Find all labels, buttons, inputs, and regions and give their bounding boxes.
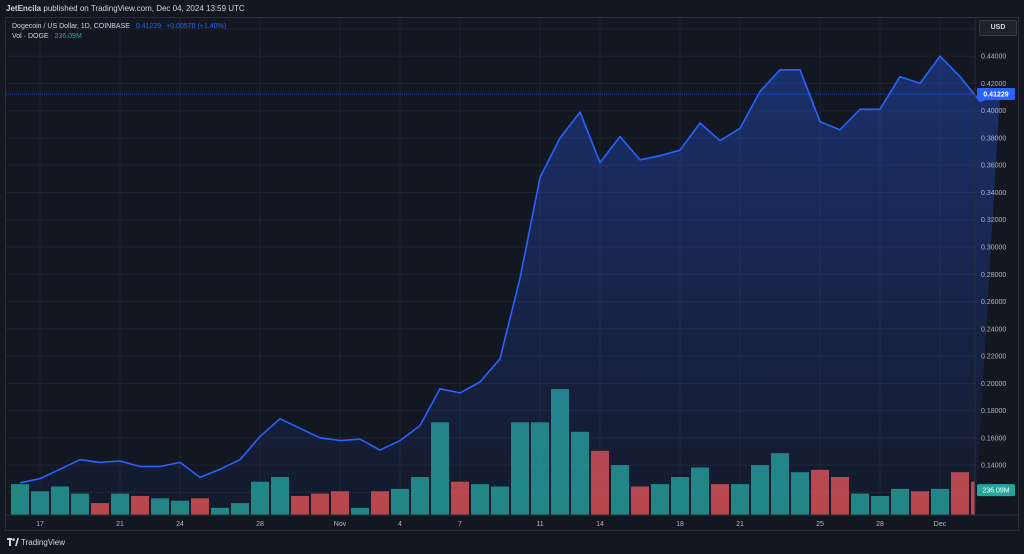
published-text: published on TradingView.com, Dec 04, 20… — [43, 4, 245, 13]
last-price-badge — [977, 87, 1015, 100]
price-area — [6, 55, 1001, 515]
price-area-fill — [20, 56, 1000, 515]
legend-volume-value: 236.09M — [54, 33, 82, 40]
last-price-badge-label: 0.41229 — [983, 91, 1008, 98]
x-tick-label: 21 — [736, 521, 744, 528]
time-axis[interactable]: 17 21 24 28 Nov 4 7 11 14 18 21 25 28 Dec — [6, 514, 1018, 528]
volume-badge — [977, 484, 1015, 497]
x-tick-label: 28 — [256, 521, 264, 528]
y-tick-label: 0.28000 — [981, 272, 1006, 279]
author-name[interactable]: JetEncila — [6, 4, 42, 13]
y-tick-label: 0.36000 — [981, 163, 1006, 170]
x-tick-label: 17 — [36, 521, 44, 528]
chart-legend: Dogecoin / US Dollar, 1D, COINBASE 0.412… — [12, 22, 226, 42]
y-tick-label: 0.44000 — [981, 54, 1006, 61]
y-tick-label: 0.14000 — [981, 463, 1006, 470]
axis-badges: 0.41229 236.09M — [977, 87, 1015, 497]
y-tick-label: 0.30000 — [981, 245, 1006, 252]
y-tick-label: 0.20000 — [981, 381, 1006, 388]
x-tick-label: 7 — [458, 521, 462, 528]
x-tick-label: 14 — [596, 521, 604, 528]
publisher-bar: JetEncila published on TradingView.com, … — [0, 0, 1024, 17]
price-chart[interactable]: 0.120000.140000.160000.180000.200000.220… — [0, 0, 1024, 531]
x-tick-label: 25 — [816, 521, 824, 528]
price-line[interactable] — [19, 55, 1001, 484]
y-tick-label: 0.26000 — [981, 299, 1006, 306]
y-tick-label: 0.38000 — [981, 135, 1006, 142]
footer-bar: TradingView — [0, 531, 1024, 554]
x-tick-label: 18 — [676, 521, 684, 528]
price-axis[interactable]: 0.120000.140000.160000.180000.200000.220… — [974, 18, 1006, 515]
legend-last-price: 0.41229 — [135, 23, 162, 30]
legend-change: +0.00570 (+1.40%) — [166, 23, 227, 30]
y-tick-label: 0.18000 — [981, 408, 1006, 415]
tradingview-logo-icon[interactable] — [7, 538, 19, 546]
volume-badge-label: 236.09M — [982, 488, 1009, 495]
x-tick-label: 11 — [536, 521, 543, 528]
y-tick-label: 0.22000 — [981, 354, 1006, 361]
y-tick-label: 0.40000 — [981, 108, 1006, 115]
y-tick-label: 0.42000 — [981, 81, 1006, 88]
legend-symbol[interactable]: Dogecoin / US Dollar, 1D, COINBASE — [12, 23, 130, 30]
y-tick-label: 0.16000 — [981, 435, 1006, 442]
y-tick-label: 0.34000 — [981, 190, 1006, 197]
x-tick-label: 21 — [116, 521, 124, 528]
legend-symbol-row: Dogecoin / US Dollar, 1D, COINBASE 0.412… — [12, 22, 226, 32]
y-tick-label: 0.24000 — [981, 326, 1006, 333]
legend-volume-row: Vol · DOGE 236.09M — [12, 32, 226, 42]
footer-brand[interactable]: TradingView — [21, 538, 66, 547]
currency-button[interactable]: USD — [979, 20, 1017, 36]
x-tick-label: 28 — [876, 521, 884, 528]
y-tick-label: 0.32000 — [981, 217, 1006, 224]
x-tick-label: Dec — [934, 521, 947, 528]
x-tick-label: 4 — [398, 521, 402, 528]
x-tick-label: Nov — [334, 521, 347, 528]
legend-volume-label[interactable]: Vol · DOGE — [12, 33, 49, 40]
x-tick-label: 24 — [176, 521, 184, 528]
